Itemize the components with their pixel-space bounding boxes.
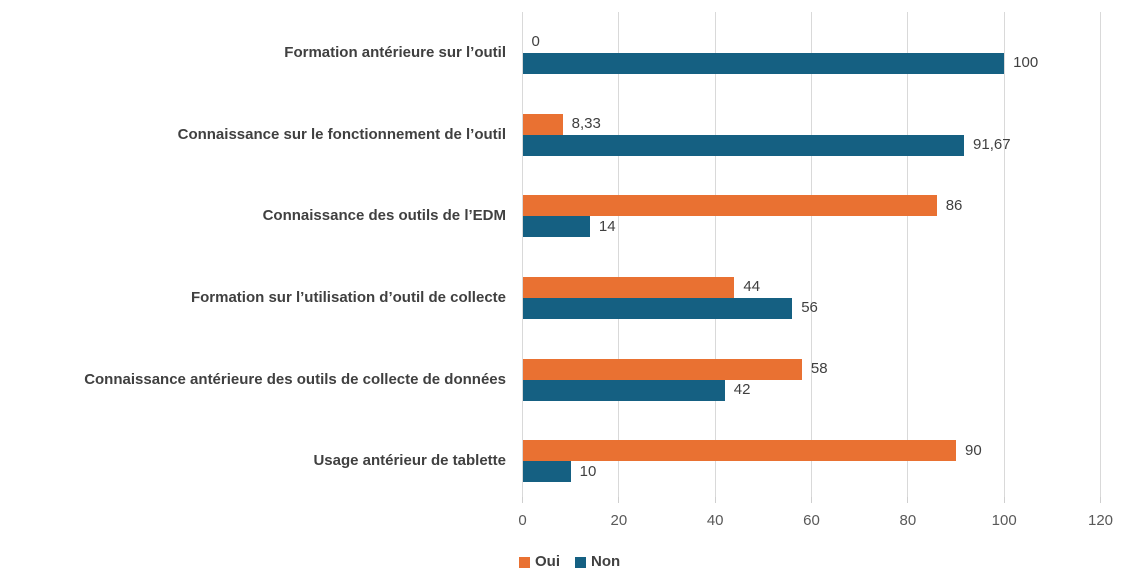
value-label: 86 [945, 196, 963, 214]
x-axis-label: 120 [1087, 512, 1114, 529]
legend-label: Non [591, 553, 621, 570]
axis-tick [522, 497, 523, 503]
category-label: Connaissance sur le fonctionnement de l’… [177, 125, 506, 143]
bar-non [522, 461, 571, 483]
gridline [522, 12, 523, 497]
bar-oui [522, 358, 802, 380]
bar-non [522, 52, 1005, 74]
value-label: 42 [733, 381, 751, 398]
bar-non [522, 379, 725, 401]
axis-tick [1003, 497, 1005, 503]
bar-oui [522, 440, 956, 462]
legend-swatch-oui [519, 556, 530, 568]
category-label: Formation antérieure sur l’outil [284, 43, 506, 61]
x-axis-label: 20 [610, 512, 628, 529]
value-label: 8,33 [571, 115, 601, 132]
x-axis-label: 40 [706, 512, 724, 529]
bar-non [522, 134, 965, 156]
bar-oui [522, 276, 735, 298]
value-label: 10 [579, 462, 597, 480]
category-label: Usage antérieur de tablette [313, 452, 506, 470]
x-axis-label: 0 [518, 512, 527, 529]
gridline [907, 12, 909, 497]
value-label: 56 [801, 299, 818, 317]
category-label: Formation sur l’utilisation d’outil de c… [190, 288, 506, 306]
axis-tick [907, 497, 909, 503]
gridline [618, 12, 620, 497]
category-label: Connaissance des outils de l’EDM [262, 207, 506, 225]
x-axis-label: 100 [991, 512, 1017, 529]
value-label: 44 [743, 278, 761, 296]
legend-item-oui: Oui [519, 552, 560, 570]
x-axis-label: 80 [899, 512, 917, 529]
gridline [811, 12, 812, 497]
bar-non [522, 216, 590, 238]
value-label: 90 [965, 441, 982, 459]
legend-item-non: Non [575, 552, 620, 570]
x-axis-label: 60 [803, 512, 820, 529]
axis-tick [618, 497, 620, 503]
gridline [714, 12, 716, 497]
legend: Oui Non [519, 552, 635, 570]
bar-oui [522, 195, 937, 217]
gridline [1100, 12, 1101, 497]
value-label: 0 [531, 33, 540, 51]
axis-tick [1100, 497, 1101, 503]
category-label: Connaissance antérieure des outils de co… [84, 370, 506, 388]
value-label: 100 [1013, 54, 1039, 72]
value-label: 14 [598, 217, 616, 235]
value-label: 58 [810, 360, 828, 377]
axis-tick [714, 497, 716, 503]
bar-non [522, 297, 793, 319]
legend-swatch-non [575, 556, 586, 568]
axis-tick [811, 497, 812, 503]
legend-label: Oui [535, 553, 560, 570]
bar-oui [522, 113, 563, 135]
value-label: 91,67 [973, 136, 1011, 153]
gridline [1003, 12, 1005, 497]
